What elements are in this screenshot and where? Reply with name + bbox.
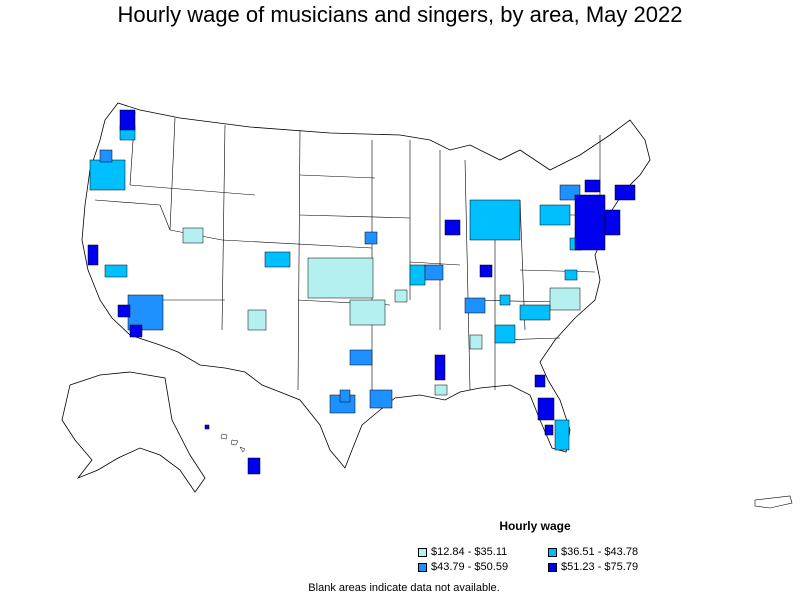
- legend-item-3: $43.79 - $50.59: [418, 561, 508, 573]
- legend-title: Hourly wage: [499, 519, 571, 533]
- legend-label-1: $12.84 - $35.11: [431, 546, 508, 558]
- legend-swatch-2: [548, 547, 557, 557]
- footnote: Blank areas indicate data not available.: [308, 582, 500, 594]
- legend-item-1: $12.84 - $35.11: [418, 546, 507, 558]
- legend-item-4: $51.23 - $75.79: [548, 561, 638, 573]
- legend-item-2: $36.51 - $43.78: [548, 546, 638, 558]
- legend-label-3: $43.79 - $50.59: [431, 561, 509, 573]
- legend-swatch-1: [418, 547, 427, 557]
- alaska-outline: [61, 371, 206, 493]
- legend-swatch-3: [418, 562, 427, 572]
- legend-swatch-4: [548, 562, 557, 572]
- legend-label-4: $51.23 - $75.79: [561, 561, 639, 573]
- legend-label-2: $36.51 - $43.78: [561, 546, 639, 558]
- map-title: Hourly wage of musicians and singers, by…: [117, 2, 683, 27]
